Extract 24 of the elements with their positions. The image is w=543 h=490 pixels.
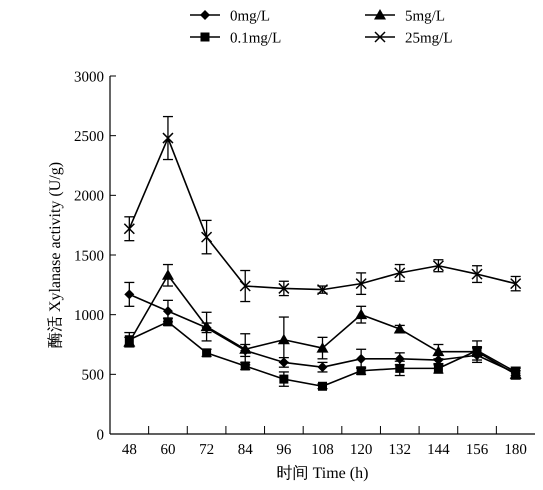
- y-axis-title: 酶活 Xylanase activity (U/g): [47, 162, 64, 348]
- x-tick-label: 84: [238, 442, 254, 458]
- x-tick-label: 120: [350, 442, 372, 458]
- x-tick-label: 132: [388, 442, 412, 458]
- x-tick-label: 180: [504, 442, 527, 458]
- x-tick-label: 144: [427, 442, 450, 458]
- y-tick-label: 1500: [74, 248, 104, 264]
- x-tick-label: 96: [276, 442, 292, 458]
- x-tick-label: 108: [311, 442, 334, 458]
- y-tick-label: 2000: [74, 188, 104, 205]
- x-tick-label: 72: [199, 442, 214, 458]
- legend-label: 0mg/L: [230, 8, 270, 24]
- x-tick-label: 156: [466, 442, 489, 458]
- x-tick-label: 60: [160, 442, 176, 458]
- y-tick-label: 0: [96, 427, 104, 444]
- x-axis-title: 时间 Time (h): [276, 464, 368, 482]
- x-tick-label: 48: [122, 442, 137, 458]
- legend-label: 0.1mg/L: [230, 30, 282, 46]
- legend-label: 25mg/L: [405, 30, 452, 46]
- y-tick-label: 2500: [74, 128, 104, 145]
- y-tick-label: 500: [82, 368, 104, 384]
- legend-label: 5mg/L: [405, 8, 445, 24]
- y-tick-label: 1000: [74, 308, 104, 324]
- y-tick-label: 3000: [74, 69, 104, 86]
